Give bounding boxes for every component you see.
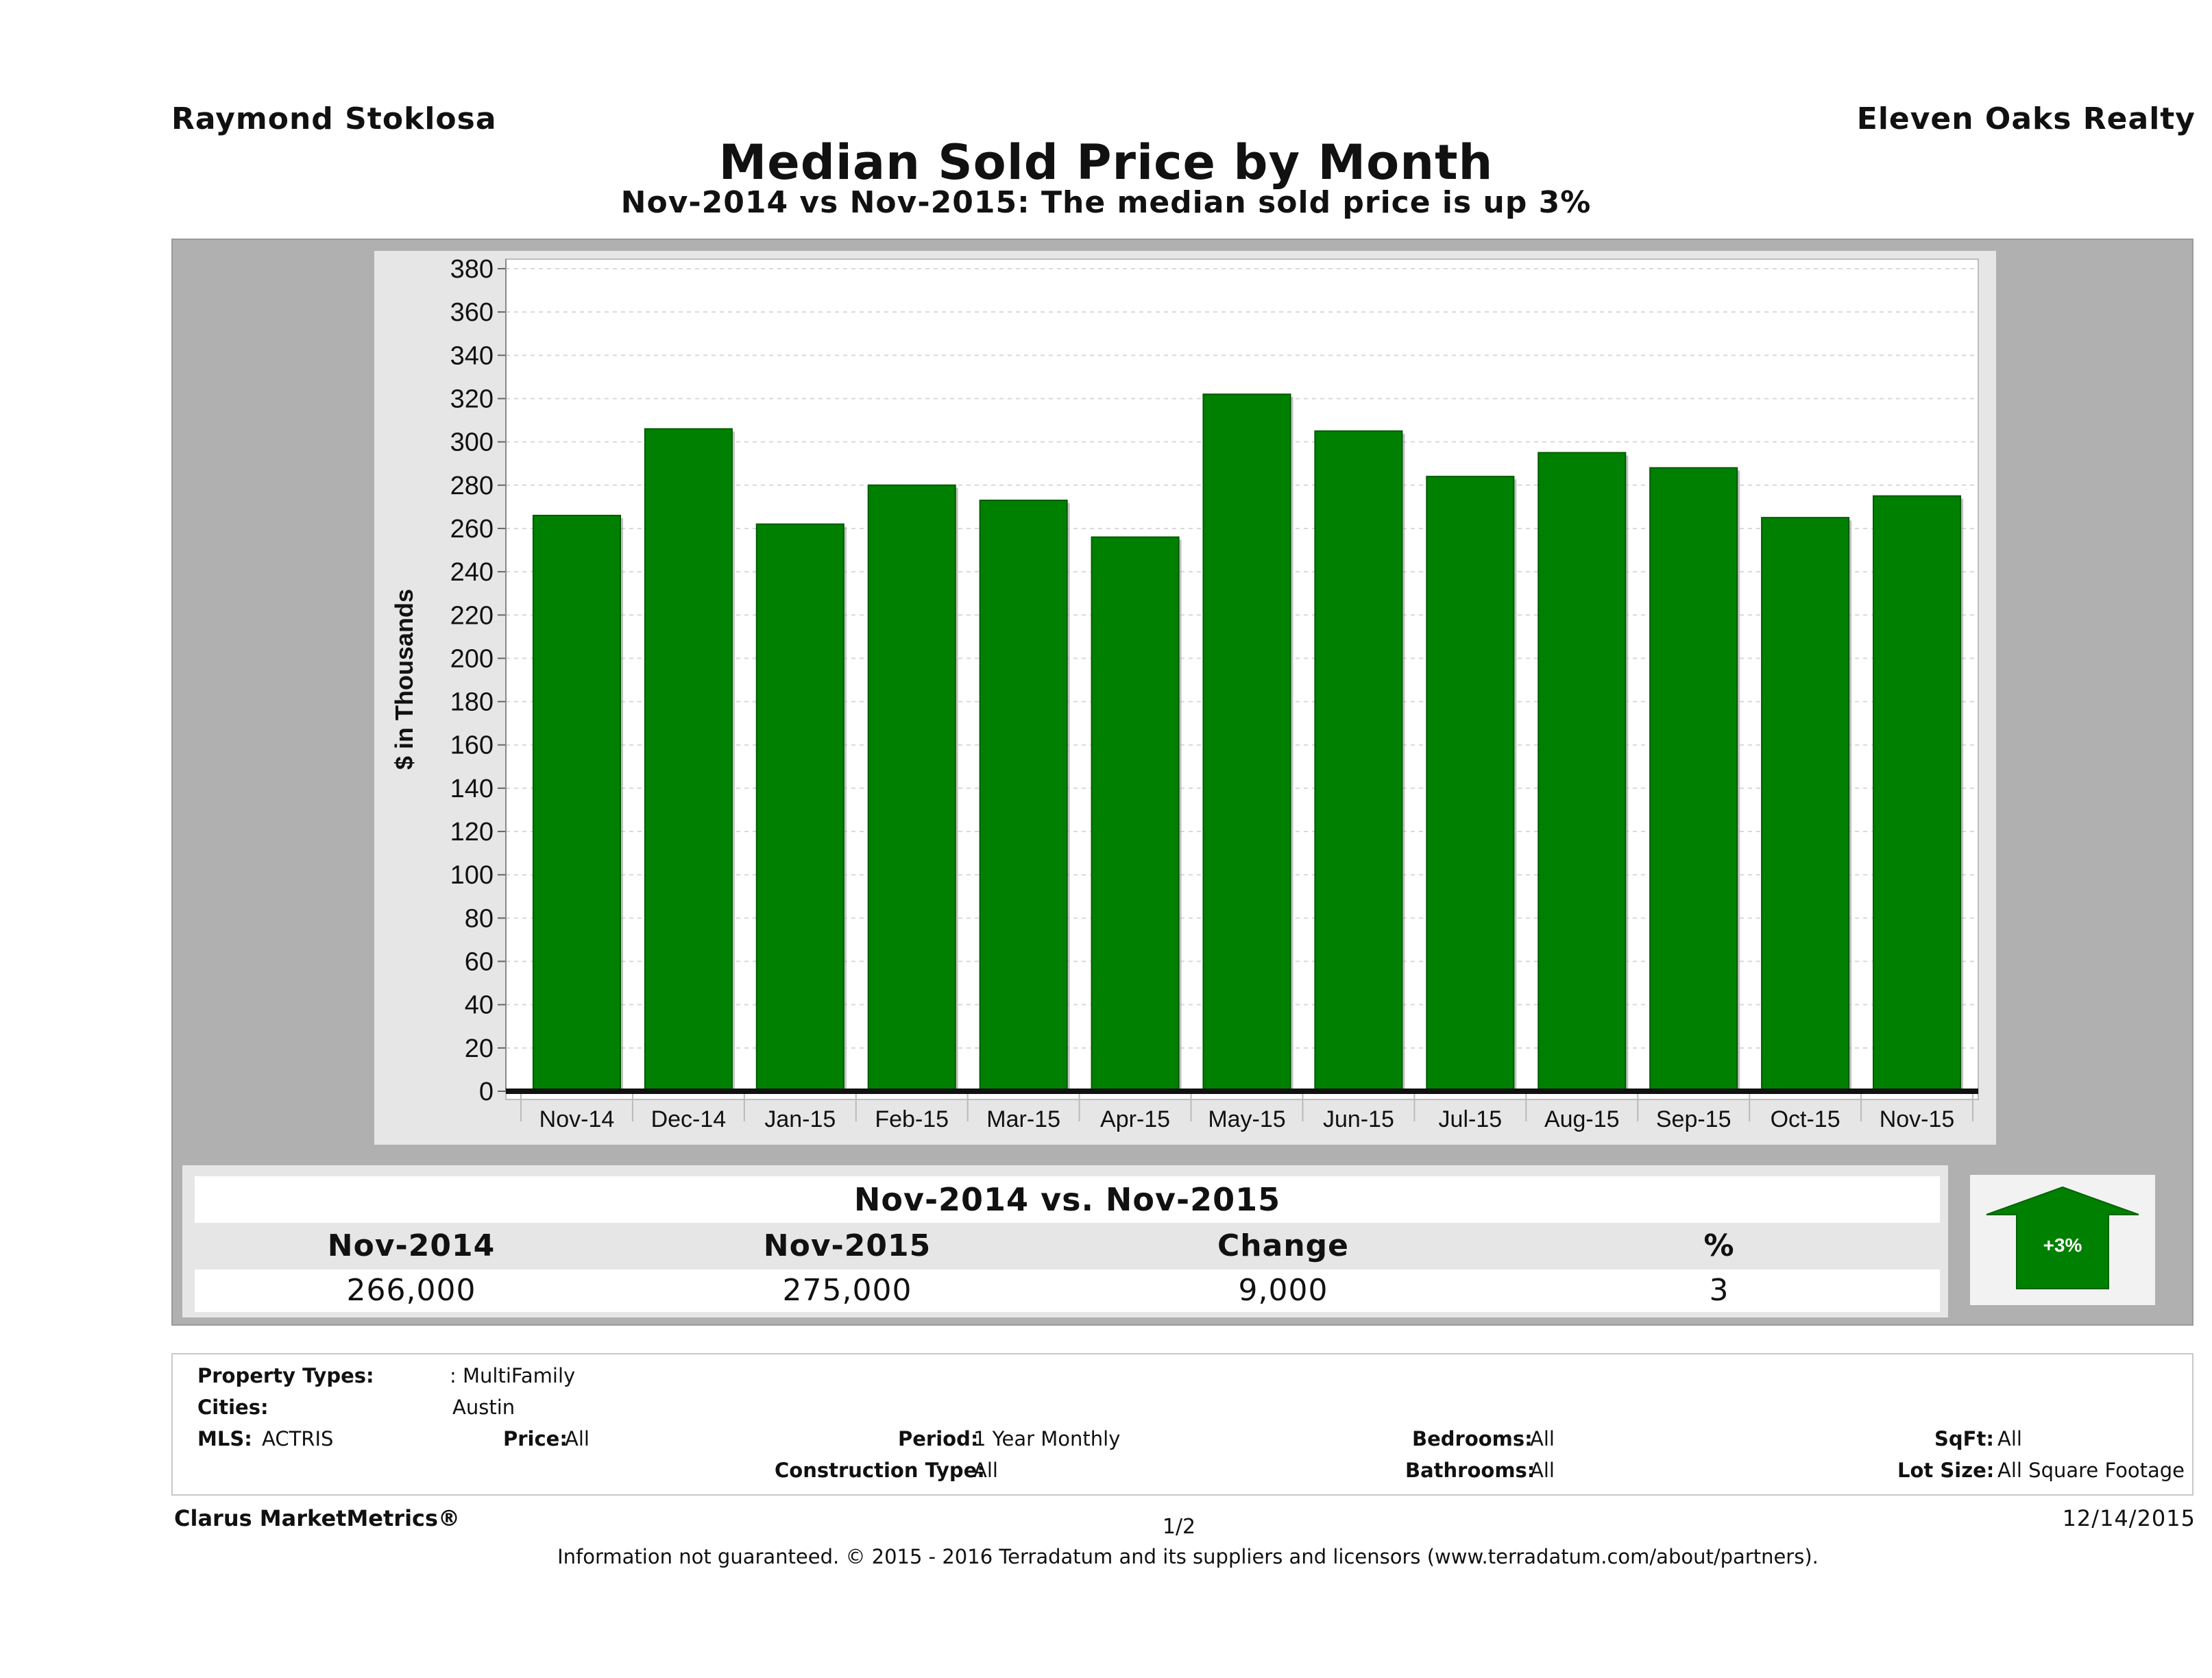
- y-tick-label: 340: [450, 341, 494, 370]
- x-tick-label: Dec-14: [651, 1106, 727, 1132]
- x-tick-label: Aug-15: [1544, 1106, 1620, 1132]
- y-axis: 0 20 40 60 80 100 120 140 160 180 200 220 240 260 280 3…: [450, 255, 507, 1106]
- filter-mls-label: MLS:: [197, 1427, 252, 1450]
- y-tick-label: 0: [479, 1078, 494, 1106]
- filter-bathrooms-label: Bathrooms:: [1405, 1459, 1535, 1482]
- y-tick-label: 180: [450, 688, 494, 717]
- y-tick-label: 220: [450, 601, 494, 630]
- bar-chart: 0 20 40 60 80 100 120 140 160 180 200 220 240 260 280 3…: [390, 255, 1979, 1132]
- bar: [1202, 393, 1291, 1092]
- filter-construction-label: Construction Type:: [775, 1459, 985, 1482]
- filter-bathrooms-value: All: [1530, 1459, 1555, 1482]
- y-tick-label: 100: [450, 861, 494, 890]
- x-tick-label: Nov-15: [1880, 1106, 1955, 1132]
- filter-price-value: All: [565, 1427, 590, 1450]
- comparison-title: Nov-2014 vs. Nov-2015: [853, 1181, 1281, 1218]
- y-tick-label: 20: [465, 1034, 494, 1063]
- y-tick-label: 160: [450, 731, 494, 760]
- bar-series: [532, 393, 1964, 1093]
- y-axis-label: $ in Thousands: [390, 589, 418, 770]
- bar: [1761, 517, 1850, 1092]
- comparison-header-start: Nov-2014: [327, 1228, 496, 1263]
- x-tick-label: Oct-15: [1771, 1106, 1840, 1132]
- x-tick-label: Feb-15: [875, 1106, 949, 1132]
- bar: [1649, 467, 1738, 1092]
- x-tick-label: Mar-15: [986, 1106, 1060, 1132]
- filter-sqft-value: All: [1997, 1427, 2022, 1450]
- filter-bedrooms-label: Bedrooms:: [1412, 1427, 1533, 1450]
- bar: [1538, 452, 1627, 1092]
- y-tick-label: 60: [465, 948, 494, 977]
- comparison-header-end: Nov-2015: [763, 1228, 932, 1263]
- bar: [867, 484, 956, 1092]
- bar: [979, 499, 1068, 1093]
- report-date: 12/14/2015: [2062, 1505, 2196, 1531]
- bar: [1091, 536, 1180, 1093]
- x-tick-label: Jun-15: [1323, 1106, 1394, 1132]
- agent-name: Raymond Stoklosa: [171, 101, 497, 136]
- y-tick-label: 300: [450, 428, 494, 457]
- bar: [1872, 495, 1962, 1093]
- change-badge: +3%: [1970, 1175, 2155, 1305]
- x-tick-label: Jul-15: [1439, 1106, 1503, 1132]
- comparison-header-change: Change: [1217, 1228, 1349, 1263]
- y-tick-label: 360: [450, 298, 494, 327]
- y-tick-label: 280: [450, 472, 494, 500]
- x-tick-label: Jan-15: [764, 1106, 836, 1132]
- filter-property-types-value: : MultiFamily: [450, 1364, 576, 1387]
- x-tick-label: Apr-15: [1100, 1106, 1170, 1132]
- bar: [755, 523, 844, 1092]
- chart-subtitle: Nov-2014 vs Nov-2015: The median sold pr…: [620, 185, 1592, 220]
- page-number: 1/2: [1162, 1515, 1196, 1539]
- x-tick-label: Nov-14: [539, 1106, 615, 1132]
- y-tick-label: 120: [450, 818, 494, 847]
- x-tick-label: Sep-15: [1656, 1106, 1731, 1132]
- y-tick-label: 260: [450, 515, 494, 544]
- change-badge-label: +3%: [2043, 1235, 2082, 1256]
- y-tick-label: 240: [450, 558, 494, 587]
- filter-cities-label: Cities:: [197, 1396, 269, 1419]
- comparison-value-percent: 3: [1709, 1273, 1729, 1308]
- bar: [532, 515, 622, 1092]
- filters-panel: [171, 1353, 2193, 1496]
- comparison-title-band: [195, 1176, 1940, 1223]
- disclaimer: Information not guaranteed. © 2015 - 201…: [557, 1545, 1819, 1568]
- filter-construction-value: All: [973, 1459, 998, 1482]
- y-tick-label: 80: [465, 904, 494, 933]
- comparison-header-percent: %: [1703, 1228, 1735, 1263]
- x-axis: Nov-14 Dec-14 Jan-15 Feb-15 Mar-15 Apr-15 May-…: [506, 1089, 1978, 1132]
- filter-period-label: Period:: [898, 1427, 979, 1450]
- y-tick-label: 320: [450, 385, 494, 413]
- y-tick-label: 140: [450, 775, 494, 803]
- footer-brand: Clarus MarketMetrics®: [174, 1505, 461, 1531]
- comparison-value-change: 9,000: [1238, 1273, 1328, 1308]
- chart-title: Median Sold Price by Month: [718, 134, 1494, 191]
- bar: [1314, 430, 1403, 1092]
- filter-period-value: 1 Year Monthly: [973, 1427, 1121, 1450]
- filter-lot-value: All Square Footage: [1997, 1459, 2185, 1482]
- y-tick-label: 40: [465, 991, 494, 1020]
- comparison-values-band: [195, 1269, 1940, 1312]
- bar: [1426, 476, 1515, 1092]
- y-tick-label: 380: [450, 255, 494, 284]
- brokerage-name: Eleven Oaks Realty: [1856, 101, 2196, 136]
- filter-mls-value: ACTRIS: [262, 1427, 334, 1450]
- y-tick-label: 200: [450, 644, 494, 673]
- comparison-value-start: 266,000: [346, 1273, 476, 1308]
- filter-cities-value: Austin: [452, 1396, 515, 1419]
- filter-lot-label: Lot Size:: [1897, 1459, 1995, 1482]
- bar: [644, 428, 733, 1092]
- filter-price-label: Price:: [503, 1427, 568, 1450]
- filter-property-types-label: Property Types:: [197, 1364, 374, 1387]
- filter-sqft-label: SqFt:: [1934, 1427, 1994, 1450]
- filter-bedrooms-value: All: [1530, 1427, 1555, 1450]
- up-arrow-icon: +3%: [1986, 1186, 2139, 1289]
- comparison-value-end: 275,000: [782, 1273, 912, 1308]
- x-tick-label: May-15: [1208, 1106, 1285, 1132]
